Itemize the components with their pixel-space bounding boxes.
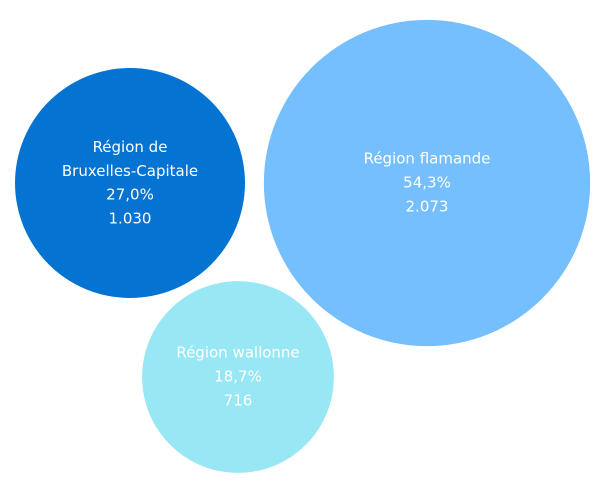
- bubble-category-label: Région flamande: [364, 150, 491, 168]
- bubble-share-label: 27,0%: [106, 186, 154, 204]
- label-line: Bruxelles-Capitale: [62, 162, 198, 180]
- bubble-category-label: Région wallonne: [176, 344, 299, 362]
- bubble-share-label: 54,3%: [403, 174, 451, 192]
- bubble: [15, 68, 245, 298]
- bubble: [263, 19, 591, 347]
- bubble: [142, 281, 334, 473]
- bubble-category-label: Région de Bruxelles-Capitale: [62, 138, 198, 180]
- bubble-value-label: 716: [224, 392, 253, 410]
- label-line: Région de: [93, 138, 168, 156]
- bubble-share-label: 18,7%: [214, 368, 262, 386]
- bubble-value-label: 1.030: [109, 210, 152, 228]
- bubble-value-label: 2.073: [406, 198, 449, 216]
